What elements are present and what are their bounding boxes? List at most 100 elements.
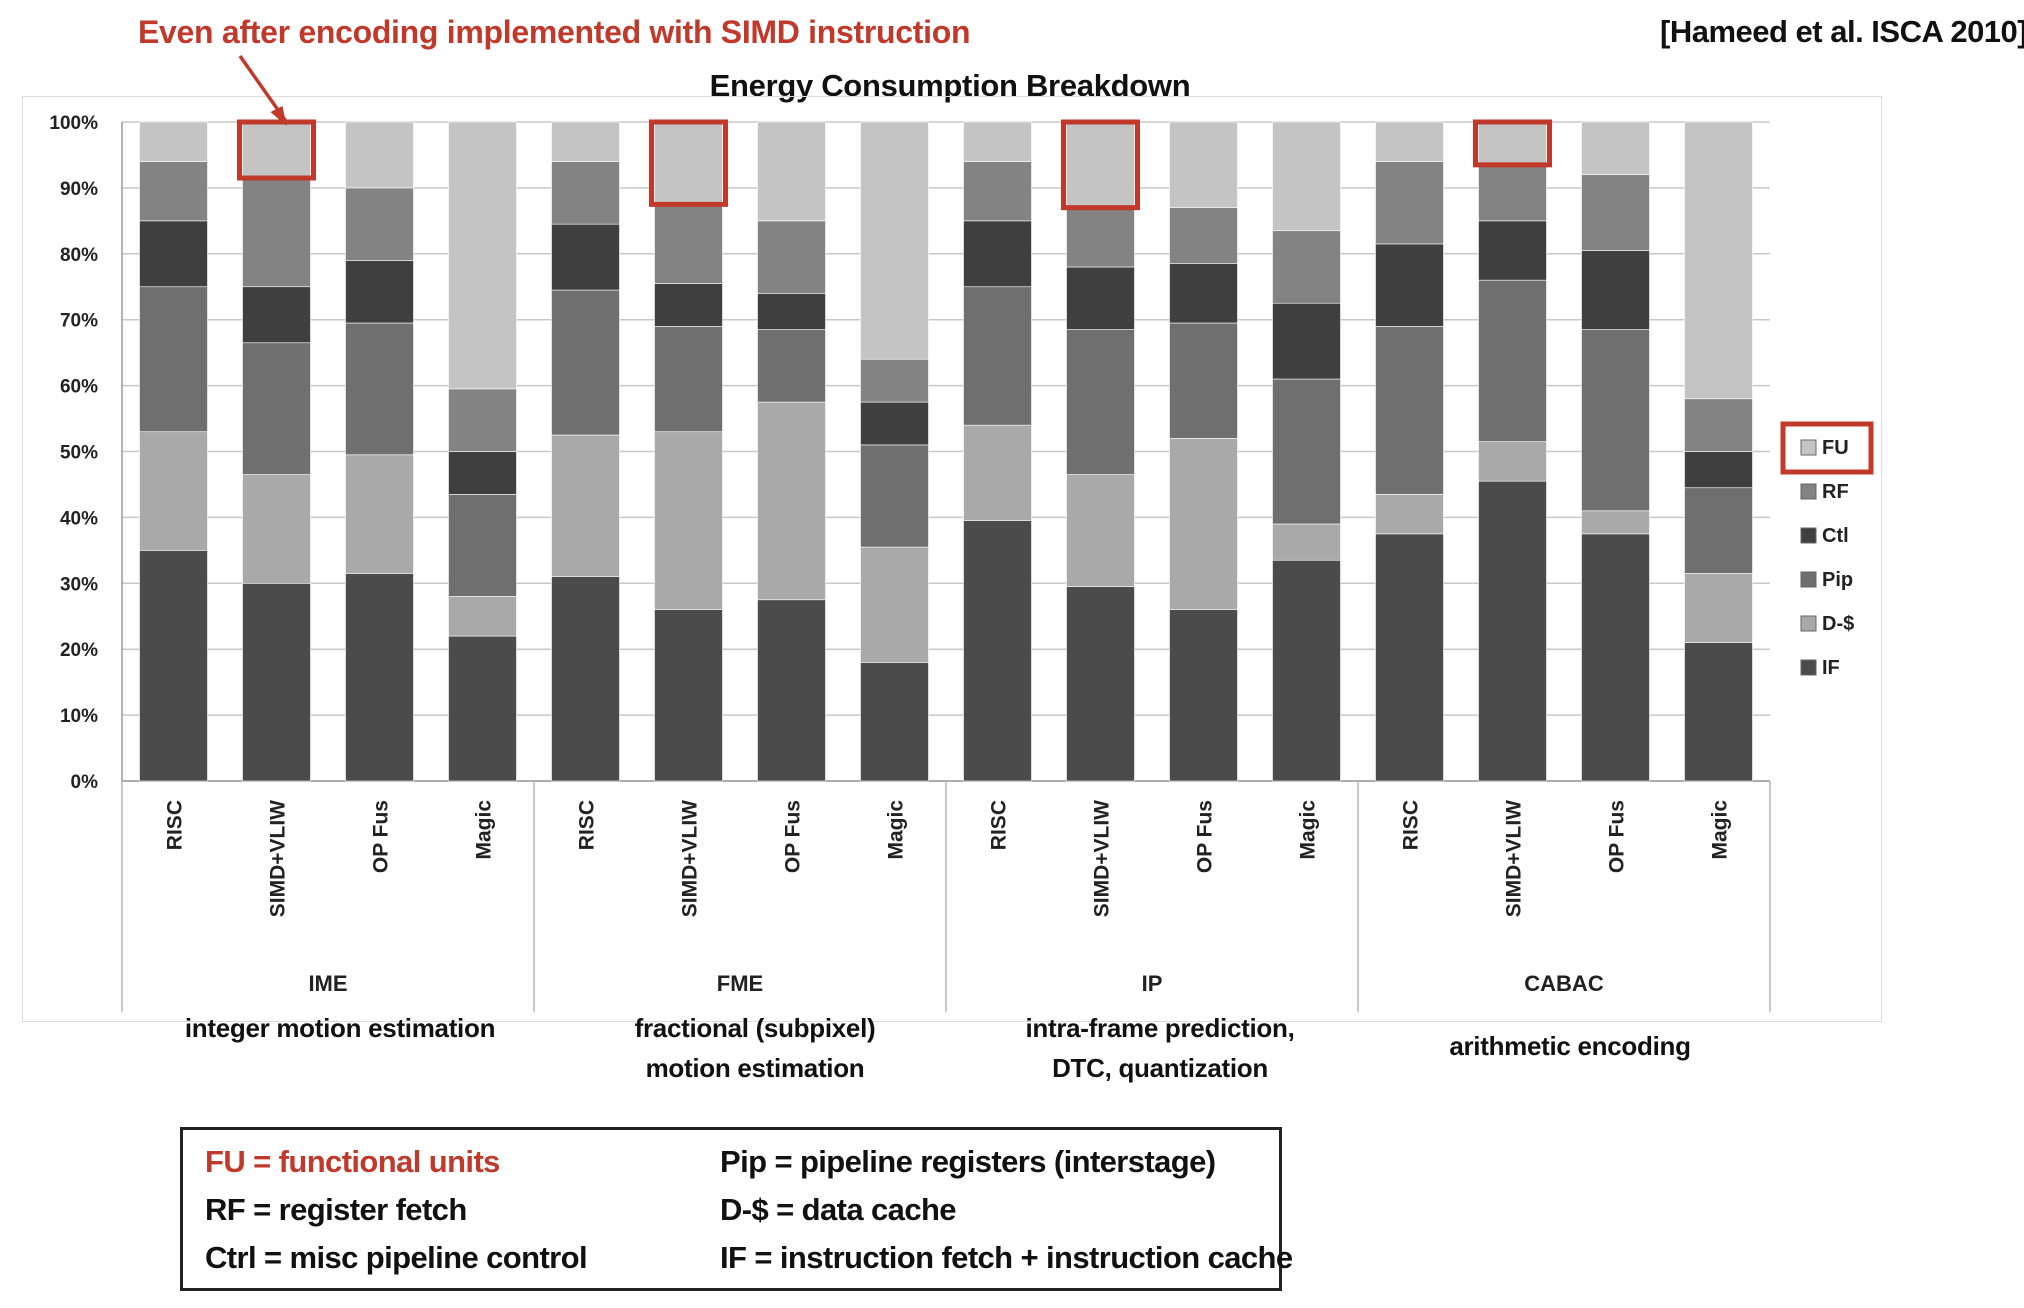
x-category-label: SIMD+VLIW: [1091, 800, 1114, 917]
bar-segment-d: [1581, 510, 1650, 535]
bar-segment-ctl: [757, 293, 826, 330]
bar-segment-d: [242, 474, 311, 584]
bar-segment-fu: [1066, 121, 1135, 208]
x-category-label: SIMD+VLIW: [267, 800, 290, 917]
bar-segment-ctl: [1272, 302, 1341, 380]
bar-segment-if: [1066, 586, 1135, 782]
bar-segment-fu: [139, 121, 208, 162]
bar-segment-if: [1581, 533, 1650, 782]
group-description-ip: intra-frame prediction, DTC, quantizatio…: [935, 1008, 1385, 1088]
bar-segment-d: [654, 431, 723, 610]
bar-segment-if: [551, 576, 620, 782]
y-tick-label: 20%: [60, 640, 98, 661]
x-category-label: OP Fus: [370, 800, 393, 873]
x-category-label: RISC: [1400, 800, 1423, 850]
bar-segment-d: [963, 424, 1032, 521]
group-label: IP: [1142, 971, 1163, 996]
highlight-box: [237, 119, 316, 181]
group-description-cabac: arithmetic encoding: [1345, 1026, 1795, 1066]
bar-segment-ctl: [448, 451, 517, 495]
legend-label: FU: [1822, 437, 1849, 459]
bar-segment-if: [1478, 480, 1547, 782]
legend-swatch-ctl: [1800, 527, 1817, 544]
bar-segment-pip: [448, 494, 517, 597]
y-tick-label: 40%: [60, 508, 98, 529]
x-category-label: Magic: [1709, 800, 1732, 860]
legend-highlight-box: [1780, 421, 1874, 475]
y-tick-label: 0%: [71, 772, 99, 793]
bar-segment-fu: [757, 121, 826, 222]
bar-segment-rf: [1684, 398, 1753, 452]
y-tick-label: 90%: [60, 179, 98, 200]
y-tick-label: 60%: [60, 377, 98, 398]
bar-segment-rf: [860, 358, 929, 403]
bar-segment-pip: [963, 286, 1032, 426]
glossary-rf: RF = register fetch: [205, 1192, 467, 1227]
bar-segment-d: [1478, 441, 1547, 482]
bar-segment-pip: [345, 322, 414, 456]
bar-segment-fu: [860, 121, 929, 360]
legend-swatch-d: [1800, 615, 1817, 632]
group-description-line: integer motion estimation: [184, 1013, 496, 1043]
legend-label: IF: [1822, 657, 1840, 679]
x-category-label: OP Fus: [1194, 800, 1217, 873]
bar-segment-if: [1169, 609, 1238, 782]
x-category-label: RISC: [576, 800, 599, 850]
bar-segment-if: [1272, 559, 1341, 782]
bar-segment-if: [139, 550, 208, 782]
group-description-line: fractional (subpixel): [634, 1013, 876, 1043]
chart-title: Energy Consumption Breakdown: [709, 68, 1191, 103]
bar-segment-fu: [551, 121, 620, 162]
bar-segment-d: [139, 431, 208, 551]
bar-segment-rf: [757, 220, 826, 294]
annotation-arrowhead: [270, 106, 287, 126]
bar-segment-if: [757, 599, 826, 782]
legend-swatch-rf: [1800, 483, 1817, 500]
y-tick-label: 70%: [60, 311, 98, 332]
bar-segment-if: [654, 609, 723, 782]
y-tick-label: 10%: [60, 706, 98, 727]
x-category-label: OP Fus: [1606, 800, 1629, 873]
x-category-label: SIMD+VLIW: [1503, 800, 1526, 917]
y-tick-label: 80%: [60, 245, 98, 266]
x-category-label: SIMD+VLIW: [679, 800, 702, 917]
bar-segment-ctl: [654, 283, 723, 327]
bar-segment-pip: [860, 444, 929, 548]
bar-segment-ctl: [1684, 451, 1753, 489]
bar-segment-rf: [1581, 174, 1650, 251]
bar-segment-ctl: [860, 401, 929, 446]
bar-segment-fu: [448, 121, 517, 390]
bar-segment-rf: [1375, 161, 1444, 245]
bar-segment-d: [345, 454, 414, 574]
group-description-line: DTC, quantization: [1052, 1053, 1268, 1083]
bar-segment-pip: [1581, 329, 1650, 512]
highlight-box: [649, 119, 728, 207]
bar-segment-rf: [1169, 207, 1238, 264]
annotation-text: Even after encoding implemented with SIM…: [138, 14, 971, 50]
group-label: IME: [308, 971, 347, 996]
bar-segment-ctl: [963, 220, 1032, 288]
y-tick-label: 50%: [60, 443, 98, 464]
x-category-label: Magic: [885, 800, 908, 860]
bar-segment-pip: [242, 342, 311, 475]
x-category-label: RISC: [164, 800, 187, 850]
x-category-label: Magic: [1297, 800, 1320, 860]
bar-segment-rf: [1478, 164, 1547, 222]
legend-label: D-$: [1822, 613, 1854, 635]
bar-segment-ctl: [345, 260, 414, 324]
bar-segment-d: [1169, 438, 1238, 610]
bar-segment-fu: [1581, 121, 1650, 176]
bar-segment-ctl: [1066, 266, 1135, 330]
citation-text: [Hameed et al. ISCA 2010]: [1660, 14, 2024, 49]
bar-segment-pip: [757, 329, 826, 403]
legend-label: RF: [1822, 481, 1849, 503]
bar-segment-fu: [242, 121, 311, 179]
bar-segment-fu: [1684, 121, 1753, 400]
bar-segment-fu: [654, 121, 723, 205]
glossary-ctrl: Ctrl = misc pipeline control: [205, 1240, 588, 1275]
legend-swatch-pip: [1800, 571, 1817, 588]
bar-segment-rf: [1272, 230, 1341, 304]
glossary-dcache: D-$ = data cache: [720, 1192, 957, 1227]
bar-segment-pip: [1684, 487, 1753, 574]
